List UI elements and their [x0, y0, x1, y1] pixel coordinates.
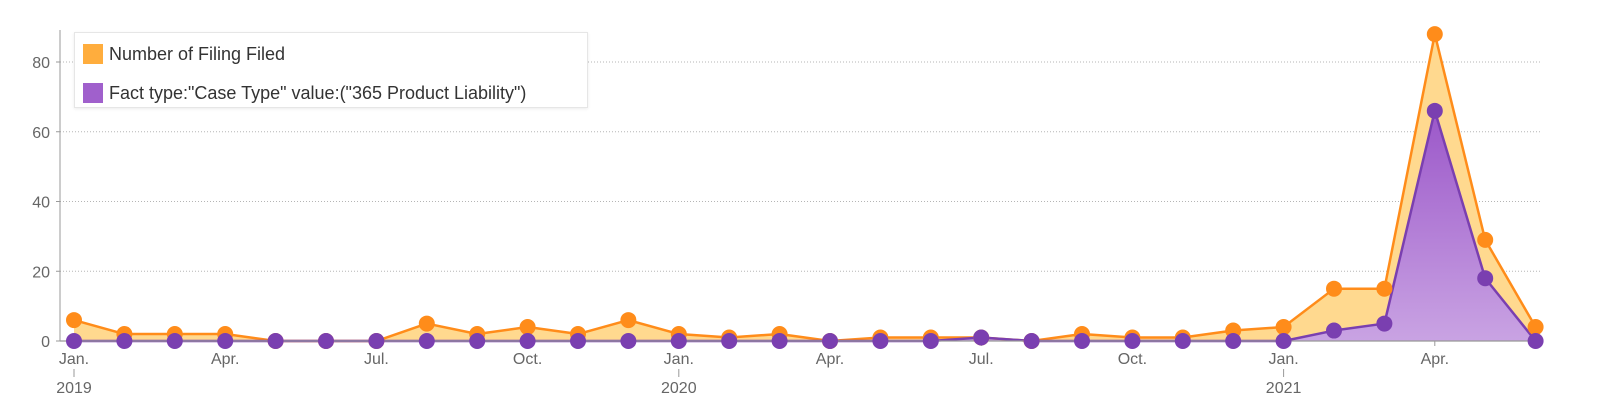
data-point-series-1 — [318, 333, 334, 349]
data-point-series-1 — [1376, 315, 1393, 332]
data-point-series-0 — [418, 315, 435, 332]
data-point-series-1 — [1326, 322, 1342, 339]
data-point-series-1 — [519, 333, 536, 349]
legend-swatch-filings — [83, 44, 103, 64]
label-layer: 0 20 40 60 80 Jan. Apr. Jul. Oct. Jan. Apr. Jul. Oct… — [32, 55, 1449, 397]
data-point-series-1 — [670, 333, 687, 349]
data-point-series-1 — [217, 333, 234, 349]
x-year-label: 2020 — [661, 380, 697, 397]
data-point-series-1 — [66, 333, 82, 349]
data-point-series-1 — [166, 333, 183, 349]
x-tick-label: Jul. — [364, 351, 389, 368]
legend-label-filings: Number of Filing Filed — [109, 43, 286, 64]
x-year-label: 2019 — [56, 380, 92, 397]
data-point-series-1 — [872, 333, 889, 349]
data-point-series-1 — [1074, 333, 1090, 349]
data-point-series-1 — [1426, 102, 1443, 119]
x-tick-label: Apr. — [816, 351, 844, 368]
x-tick-label: Jul. — [969, 351, 994, 368]
data-point-series-1 — [116, 333, 133, 349]
data-point-series-0 — [1376, 280, 1393, 297]
data-point-series-0 — [1275, 319, 1292, 336]
data-point-series-1 — [1477, 270, 1494, 287]
data-point-series-1 — [469, 333, 486, 349]
y-tick-label: 40 — [32, 195, 50, 212]
data-point-series-1 — [267, 333, 284, 349]
data-point-series-0 — [1527, 319, 1544, 336]
x-tick-label: Jan. — [664, 351, 694, 368]
data-point-series-1 — [922, 333, 939, 349]
data-point-series-1 — [822, 333, 838, 349]
data-point-series-1 — [973, 329, 990, 346]
x-year-label: 2021 — [1266, 380, 1302, 397]
data-point-series-0 — [66, 312, 82, 329]
data-point-series-1 — [570, 333, 586, 349]
data-point-series-0 — [1326, 280, 1342, 297]
x-tick-label: Oct. — [1118, 351, 1147, 368]
x-tick-label: Apr. — [1421, 351, 1449, 368]
x-tick-label: Apr. — [211, 351, 239, 368]
data-point-series-0 — [1426, 26, 1443, 43]
data-point-series-0 — [519, 319, 536, 336]
point-layer — [66, 26, 1544, 349]
y-tick-label: 60 — [32, 125, 50, 142]
data-point-series-1 — [1275, 333, 1292, 349]
data-point-series-1 — [771, 333, 788, 349]
x-tick-label: Oct. — [513, 351, 542, 368]
y-tick-label: 80 — [32, 55, 50, 72]
data-point-series-1 — [1225, 333, 1242, 349]
data-point-series-1 — [620, 333, 637, 349]
data-point-series-0 — [620, 312, 637, 329]
legend-label-product-liability: Fact type:"Case Type" value:("365 Produc… — [109, 82, 527, 103]
data-point-series-1 — [1124, 333, 1141, 349]
legend-item-product-liability[interactable]: Fact type:"Case Type" value:("365 Produc… — [83, 82, 526, 104]
y-tick-label: 0 — [41, 334, 50, 351]
legend-item-filings[interactable]: Number of Filing Filed — [83, 43, 285, 65]
y-tick-label: 20 — [32, 264, 50, 281]
data-point-series-1 — [721, 333, 738, 349]
data-point-series-1 — [368, 333, 385, 349]
data-point-series-1 — [1174, 333, 1191, 349]
data-point-series-1 — [418, 333, 435, 349]
x-tick-label: Jan. — [1268, 351, 1298, 368]
data-point-series-1 — [1023, 333, 1040, 349]
data-point-series-0 — [1477, 231, 1494, 248]
legend: Number of Filing Filed Fact type:"Case T… — [74, 32, 588, 108]
legend-swatch-product-liability — [83, 83, 103, 103]
x-tick-label: Jan. — [59, 351, 89, 368]
data-point-series-1 — [1527, 333, 1544, 349]
